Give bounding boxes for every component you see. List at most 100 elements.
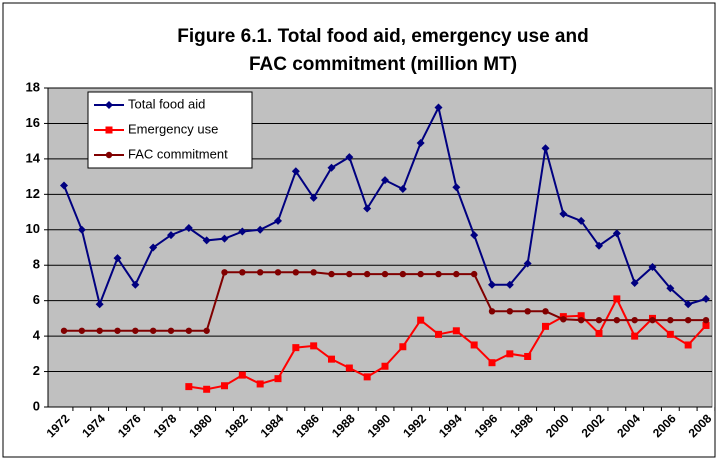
data-point — [506, 350, 514, 358]
legend-label: FAC commitment — [128, 146, 228, 161]
data-point — [505, 280, 514, 289]
data-point — [613, 316, 621, 324]
data-point — [452, 183, 461, 192]
data-point — [399, 270, 407, 278]
data-point — [381, 270, 389, 278]
data-point — [667, 316, 674, 324]
data-point — [203, 327, 210, 334]
data-point — [470, 231, 479, 240]
data-point — [524, 308, 531, 315]
data-point — [666, 284, 675, 293]
data-point — [239, 269, 246, 276]
data-point — [256, 225, 265, 234]
data-point — [96, 327, 103, 334]
data-point — [613, 295, 621, 303]
data-point — [328, 270, 335, 278]
data-point — [702, 321, 710, 329]
data-point — [238, 371, 246, 379]
y-tick-label: 10 — [26, 221, 40, 236]
data-point — [612, 229, 621, 238]
data-point — [220, 234, 229, 243]
data-point — [221, 269, 228, 276]
data-point — [274, 269, 282, 276]
data-point — [256, 269, 264, 276]
data-point — [470, 270, 478, 278]
y-tick-label: 16 — [26, 115, 40, 130]
data-point — [292, 344, 300, 352]
data-point — [185, 327, 193, 334]
data-point — [381, 176, 389, 185]
data-point — [363, 373, 371, 381]
data-point — [631, 316, 638, 324]
data-point — [149, 243, 158, 252]
data-point — [666, 330, 674, 338]
data-point — [595, 329, 603, 337]
data-point — [346, 270, 353, 278]
data-point — [595, 241, 603, 250]
data-point — [453, 270, 460, 278]
data-point — [78, 327, 86, 334]
data-point — [60, 327, 68, 334]
chart-title: Figure 6.1. Total food aid, emergency us… — [177, 26, 588, 47]
y-tick-label: 2 — [33, 363, 40, 378]
data-point — [630, 278, 639, 287]
data-point — [114, 327, 121, 334]
data-point — [577, 216, 586, 225]
data-point — [345, 364, 353, 372]
data-point — [105, 101, 113, 109]
data-point — [577, 312, 585, 320]
data-point — [328, 355, 335, 363]
data-point — [416, 138, 425, 147]
data-point — [577, 316, 585, 324]
data-point — [488, 359, 496, 367]
data-point — [684, 316, 692, 324]
data-point — [541, 144, 550, 153]
data-point — [60, 181, 68, 190]
data-point — [131, 280, 140, 289]
y-tick-label: 18 — [26, 79, 40, 94]
data-point — [292, 269, 300, 276]
y-tick-label: 6 — [33, 292, 40, 307]
y-tick-label: 4 — [33, 328, 41, 343]
data-point — [542, 308, 549, 315]
data-point — [132, 327, 139, 334]
data-point — [524, 352, 532, 360]
y-tick-label: 0 — [33, 398, 40, 413]
data-point — [310, 269, 317, 276]
data-point — [238, 227, 247, 236]
data-point — [95, 300, 104, 309]
data-point — [684, 341, 692, 349]
data-point — [256, 380, 264, 388]
data-point — [363, 204, 372, 213]
data-point — [488, 280, 496, 289]
chart-title: FAC commitment (million MT) — [249, 54, 517, 75]
data-point — [381, 362, 389, 370]
data-point — [649, 316, 656, 324]
data-point — [506, 308, 514, 315]
data-point — [345, 153, 354, 162]
data-point — [488, 308, 496, 315]
data-point — [648, 262, 657, 271]
data-point — [523, 259, 532, 268]
data-point — [399, 343, 407, 351]
data-point — [149, 327, 157, 334]
data-point — [398, 185, 407, 194]
y-tick-label: 12 — [26, 186, 40, 201]
data-point — [221, 382, 228, 390]
data-point — [435, 270, 442, 278]
data-point — [203, 385, 211, 393]
data-point — [105, 126, 113, 134]
data-point — [310, 342, 318, 350]
data-point — [560, 316, 567, 323]
data-point — [184, 224, 193, 233]
data-point — [417, 270, 424, 278]
legend-label: Total food aid — [128, 96, 205, 111]
data-point — [702, 294, 710, 303]
data-point — [595, 316, 603, 324]
data-point — [684, 300, 693, 309]
data-point — [274, 375, 282, 383]
data-point — [202, 236, 211, 245]
legend-label: Emergency use — [128, 121, 218, 136]
data-point — [542, 322, 549, 330]
